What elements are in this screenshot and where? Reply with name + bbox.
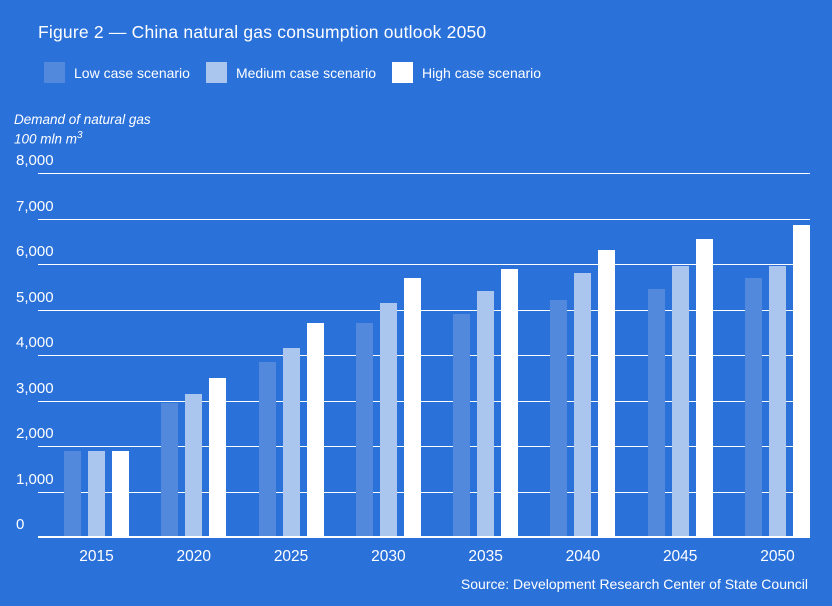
gridline: [38, 355, 810, 356]
bar-high-2045: [695, 238, 713, 537]
y-tick-label: 7,000: [16, 197, 54, 215]
bar-medium-2045: [671, 266, 689, 537]
bar-high-2035: [501, 268, 519, 537]
y-tick-label: 3,000: [16, 379, 54, 397]
gridline: [38, 400, 810, 402]
legend-item-high: High case scenario: [392, 62, 541, 83]
bar-high-2015: [112, 450, 129, 537]
bar-low-2015: [64, 450, 81, 537]
legend-label-medium: Medium case scenario: [235, 64, 377, 81]
bar-medium-2025: [282, 348, 300, 537]
x-axis-label-2035: 2035: [468, 548, 503, 565]
bar-high-2030: [403, 277, 421, 537]
bar-group-2035: 2035: [453, 173, 519, 565]
bar-group-2050: 2050: [744, 173, 810, 565]
x-axis-label-2050: 2050: [760, 548, 795, 565]
y-axis-unit-superscript: 3: [77, 130, 83, 141]
bar-low-2040: [550, 300, 568, 537]
y-tick-label: 0: [16, 516, 25, 533]
x-axis-label-2040: 2040: [565, 548, 601, 565]
x-axis-label-2015: 2015: [79, 548, 114, 565]
gridline: [38, 218, 810, 220]
x-axis-label-2025: 2025: [273, 548, 309, 565]
bar-low-2020: [161, 402, 179, 537]
bar-high-2020: [209, 377, 227, 537]
bar-group-2025: 2025: [258, 173, 324, 565]
bar-low-2035: [453, 314, 471, 537]
x-axis-label-2020: 2020: [176, 548, 212, 565]
y-tick-label: 2,000: [16, 425, 54, 442]
x-axis-label-2045: 2045: [662, 548, 698, 565]
gridline: [38, 264, 810, 265]
bar-group-2045: 2045: [647, 173, 713, 565]
source-note: Source: Development Research Center of S…: [460, 576, 808, 592]
gridline: [38, 446, 810, 447]
legend-swatch-high: [392, 62, 414, 83]
y-axis-unit-line1: Demand of natural gas: [14, 112, 151, 127]
legend-label-low: Low case scenario: [74, 64, 190, 81]
gridline: [38, 491, 810, 493]
figure-title: Figure 2 — China natural gas consumption…: [38, 22, 487, 42]
bar-low-2045: [647, 289, 665, 537]
y-tick-label: 6,000: [16, 243, 54, 260]
bar-medium-2020: [185, 393, 203, 537]
legend-item-low: Low case scenario: [44, 62, 190, 83]
bar-group-2020: 2020: [161, 173, 227, 565]
bar-medium-2015: [88, 450, 105, 537]
y-tick-label: 5,000: [16, 288, 54, 306]
legend-swatch-low: [44, 62, 65, 83]
bar-medium-2050: [768, 266, 786, 537]
bar-medium-2035: [477, 291, 495, 537]
bar-low-2030: [355, 323, 373, 537]
bar-low-2025: [258, 361, 276, 537]
gridline: [38, 309, 810, 311]
y-tick-label: 4,000: [16, 334, 54, 351]
plot-area: 2015 2020 2025 2030 2035 2040 2045 2050: [38, 173, 810, 565]
gridline: [38, 173, 810, 174]
bar-groups: 2015 2020 2025 2030 2035 2040 2045 2050: [38, 173, 810, 565]
bar-medium-2030: [379, 302, 397, 537]
y-tick-label: 8,000: [16, 152, 54, 169]
legend-label-high: High case scenario: [422, 64, 542, 81]
legend: Low case scenario Medium case scenario H…: [44, 62, 541, 83]
bar-low-2050: [744, 277, 762, 537]
x-axis-label-2030: 2030: [371, 548, 406, 565]
y-axis-unit-line2: 100 mln m3: [14, 130, 83, 147]
bar-high-2050: [792, 225, 810, 537]
legend-swatch-medium: [205, 62, 227, 83]
bar-medium-2040: [574, 273, 592, 537]
bar-high-2040: [598, 250, 616, 537]
bar-group-2030: 2030: [355, 173, 421, 565]
bar-group-2040: 2040: [550, 173, 616, 565]
y-axis-unit-label: Demand of natural gas 100 mln m3: [14, 112, 151, 148]
bar-high-2025: [306, 323, 324, 537]
y-tick-label: 1,000: [16, 470, 54, 488]
legend-item-medium: Medium case scenario: [205, 62, 377, 83]
x-axis-baseline: [38, 536, 810, 538]
bar-group-2015: 2015: [64, 173, 129, 565]
